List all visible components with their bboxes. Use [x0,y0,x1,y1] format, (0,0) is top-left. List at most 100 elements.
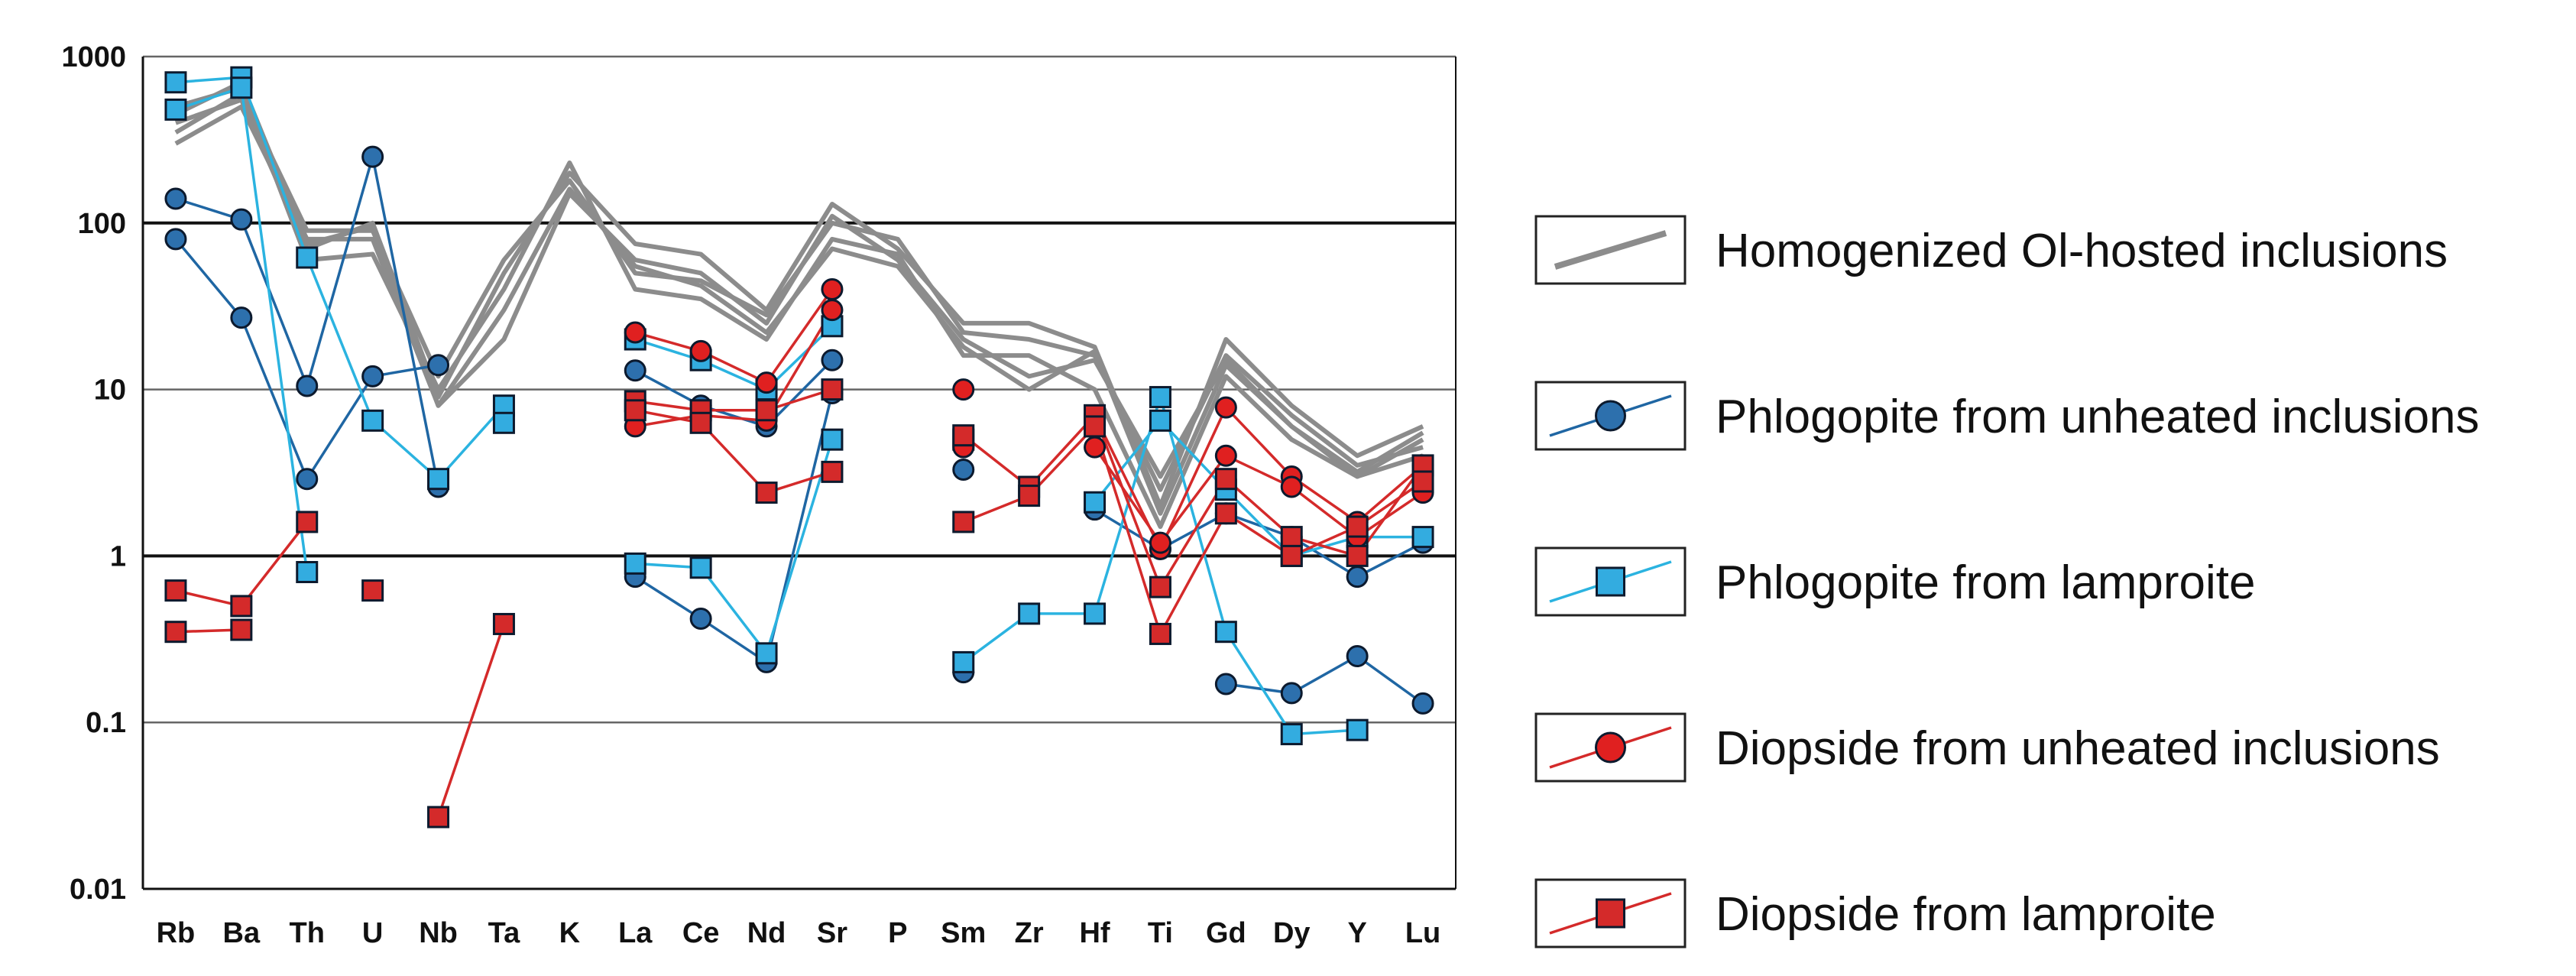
y-tick-label: 100 [78,208,126,240]
y-tick-label: 0.1 [86,707,126,739]
data-point-diopside-from-lamproite-2-y [1346,515,1369,538]
legend-swatch-marker [1595,400,1626,432]
data-point-phlogopite-from-unheated-inclusions-1-ba [230,208,253,231]
x-tick-label-dy: Dy [1273,917,1311,949]
x-tick-label-sm: Sm [941,917,986,949]
data-point-phlogopite-from-lamproite-2-ta [492,411,515,434]
data-point-diopside-from-unheated-inclusions-1-sr [821,277,844,300]
data-point-diopside-from-unheated-inclusions-2-ti [1149,531,1171,554]
data-point-phlogopite-from-lamproite-1-u [361,409,384,432]
data-point-phlogopite-from-lamproite-2-ce [689,556,712,579]
y-tick-label: 1000 [61,41,126,73]
data-point-diopside-from-lamproite-2-ba [230,618,253,641]
legend-label: Phlogopite from lamproite [1716,556,2255,609]
data-point-phlogopite-from-unheated-inclusions-2-th [296,468,319,491]
data-point-diopside-from-lamproite-2-lu [1411,470,1434,493]
legend-swatch-marker [1596,898,1625,929]
data-point-phlogopite-from-unheated-inclusions-1-y [1346,566,1369,589]
series-line-phlogopite-from-lamproite-2 [175,86,309,572]
data-point-diopside-from-lamproite-1-dy [1280,526,1303,549]
plot-area: 1000 100 10 1 0.1 0.01 Rb Ba Th U Nb Ta K La Ce Nd Sr P Sm… [61,41,1456,949]
data-point-diopside-from-lamproite-1-ti [1149,576,1171,598]
data-point-phlogopite-from-unheated-inclusions-1-th [296,375,319,397]
series-line-phlogopite-from-lamproite-2 [635,439,834,655]
data-point-diopside-from-lamproite-1-th [296,511,319,533]
data-point-phlogopite-from-lamproite-2-ba [230,76,253,99]
data-point-phlogopite-from-lamproite-1-hf [1084,491,1107,514]
data-point-diopside-from-lamproite-2-zr [1018,485,1041,507]
data-point-phlogopite-from-unheated-inclusions-1-la [624,359,646,382]
data-point-phlogopite-from-unheated-inclusions-2-rb [164,228,187,251]
data-point-diopside-from-unheated-inclusions-1-gd [1214,396,1237,419]
data-point-phlogopite-from-unheated-inclusions-1-sm [952,458,975,481]
data-point-phlogopite-from-lamproite-1-ti [1149,409,1171,432]
series-line-phlogopite-from-unheated-inclusions-2 [634,393,834,664]
series-line-phlogopite-from-lamproite-1 [175,76,505,481]
gridlines [143,55,1456,724]
data-point-phlogopite-from-lamproite-2-gd [1214,621,1237,644]
data-point-phlogopite-from-unheated-inclusions-2-lu [1411,692,1434,715]
x-tick-label-ta: Ta [488,917,520,949]
data-point-diopside-from-lamproite-2-u [361,579,384,602]
data-point-phlogopite-from-unheated-inclusions-2-dy [1280,682,1303,705]
data-point-diopside-from-lamproite-2-ti [1149,622,1171,645]
data-series [174,76,1424,818]
x-tick-label-nd: Nd [747,917,786,949]
series-line-diopside-from-lamproite-2 [634,409,833,494]
y-tick-label: 10 [94,375,126,407]
axes: 1000 100 10 1 0.1 0.01 Rb Ba Th U Nb Ta K La Ce Nd Sr P Sm… [61,41,1456,949]
legend-item-diopside-from-unheated-inclusions: Diopside from unheated inclusions [1534,712,2440,783]
data-point-phlogopite-from-lamproite-2-th [296,561,319,584]
data-point-phlogopite-from-unheated-inclusions-1-rb [164,187,187,210]
data-point-phlogopite-from-lamproite-2-la [624,552,646,575]
data-point-phlogopite-from-lamproite-2-rb [164,98,187,121]
legend-item-diopside-from-lamproite: Diopside from lamproite [1534,878,2216,948]
x-tick-label-ce: Ce [682,917,720,949]
legend-swatch-marker [1596,566,1625,597]
data-point-phlogopite-from-unheated-inclusions-2-gd [1214,673,1237,696]
data-point-diopside-from-lamproite-1-y [1346,544,1369,567]
data-point-phlogopite-from-lamproite-2-zr [1018,602,1041,625]
x-tick-label-p: P [888,917,907,949]
data-point-diopside-from-lamproite-1-sm [952,424,975,447]
data-point-diopside-from-lamproite-1-sr [821,378,844,401]
series-line-phlogopite-from-unheated-inclusions-2 [1226,654,1424,705]
y-tick-label: 0.01 [70,874,126,906]
data-point-diopside-from-lamproite-1-nd [755,399,778,422]
legend-item-phlogopite-from-lamproite: Phlogopite from lamproite [1534,546,2255,617]
data-point-phlogopite-from-lamproite-1-th [296,246,319,269]
x-tick-label-la: La [618,917,653,949]
data-point-diopside-from-lamproite-1-ba [230,595,253,618]
data-point-diopside-from-lamproite-2-dy [1280,544,1303,567]
x-tick-label-nb: Nb [419,917,458,949]
data-point-phlogopite-from-lamproite-2-sr [821,428,844,451]
data-point-phlogopite-from-lamproite-2-nd [755,642,778,665]
series-line-diopside-from-lamproite-1 [436,623,506,818]
x-tick-label-th: Th [290,917,325,949]
legend-label: Diopside from unheated inclusions [1716,722,2440,775]
data-point-diopside-from-lamproite-1-nb [427,806,450,828]
series-line-phlogopite-from-unheated-inclusions-1 [634,359,834,428]
x-tick-label-hf: Hf [1079,917,1110,949]
data-point-diopside-from-lamproite-2-gd [1214,502,1237,525]
data-point-phlogopite-from-unheated-inclusions-2-nb [427,354,450,377]
series-line-phlogopite-from-lamproite-1 [634,325,834,391]
data-point-phlogopite-from-lamproite-1-nb [427,468,450,491]
data-point-diopside-from-lamproite-2-rb [164,621,187,644]
data-point-diopside-from-lamproite-1-ta [492,612,515,635]
y-tick-label: 1 [110,540,126,572]
data-point-diopside-from-unheated-inclusions-2-hf [1084,436,1107,459]
x-tick-label-ba: Ba [223,917,261,949]
data-point-phlogopite-from-lamproite-2-ti [1149,386,1171,409]
series-line-diopside-from-lamproite-1 [175,520,309,608]
x-tick-label-u: U [362,917,383,949]
legend-swatch-line [1554,230,1667,270]
legend-label: Phlogopite from unheated inclusions [1716,391,2480,443]
data-point-phlogopite-from-unheated-inclusions-2-ce [689,607,712,630]
x-tick-label-gd: Gd [1206,917,1246,949]
data-point-phlogopite-from-lamproite-2-y [1346,718,1369,741]
data-point-diopside-from-unheated-inclusions-2-sr [821,299,844,322]
series-line-diopside-from-unheated-inclusions-1 [634,288,834,384]
data-point-diopside-from-unheated-inclusions-1-la [624,321,646,344]
